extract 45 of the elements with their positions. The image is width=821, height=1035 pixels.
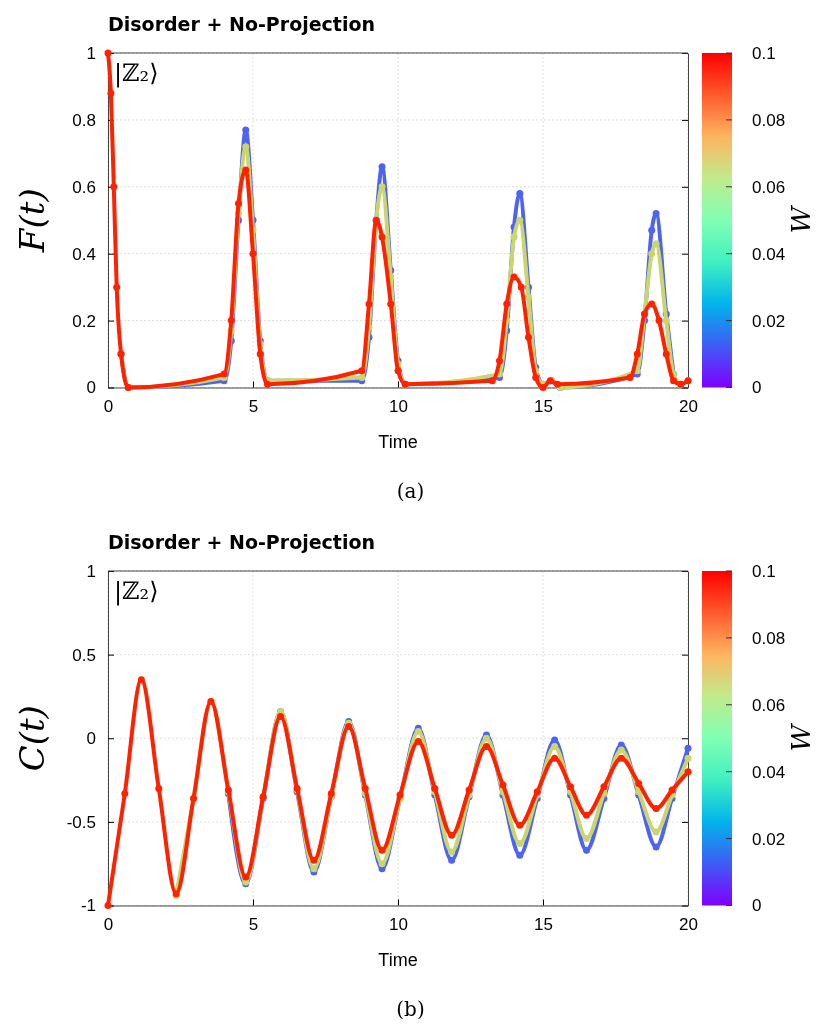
y-axis-title: C(t) (12, 704, 52, 771)
color-bar-label: 0.04 (752, 762, 786, 782)
color-bar-title: W (786, 722, 816, 752)
y-tick-label: 0.8 (72, 110, 96, 130)
y-tick-label: 0 (86, 378, 96, 398)
annotation: |ℤ₂⟩ (114, 59, 159, 88)
x-tick-label: 10 (389, 396, 408, 416)
y-tick-label: 0.4 (72, 244, 96, 264)
color-bar-title: W (786, 204, 816, 234)
x-tick-label: 5 (248, 396, 259, 416)
x-tick-label: 15 (534, 914, 553, 934)
x-tick-label: 10 (389, 914, 408, 934)
color-bar-label: 0 (752, 378, 762, 398)
y-tick-label: 0.5 (72, 645, 96, 665)
color-bar-label: 0.04 (752, 244, 786, 264)
y-tick-label: -0.5 (66, 812, 96, 832)
y-tick-label: 0.2 (72, 311, 96, 331)
y-tick-label: 1 (86, 561, 96, 581)
x-axis-title: Time (378, 431, 418, 452)
x-tick-label: 5 (248, 914, 259, 934)
x-tick-label: 0 (103, 396, 114, 416)
x-tick-label: 20 (679, 914, 698, 934)
y-axis-title: F(t) (12, 188, 52, 254)
y-tick-label: -1 (80, 895, 96, 915)
color-bar-label: 0.02 (752, 311, 786, 331)
y-tick-label: 0.6 (72, 177, 96, 197)
color-bar-label: 0.06 (752, 695, 786, 715)
color-bar-label: 0.1 (752, 43, 776, 63)
chart-title: Disorder + No-Projection (108, 530, 376, 553)
x-tick-label: 0 (103, 914, 114, 934)
x-axis-title: Time (378, 949, 418, 969)
y-tick-label: 1 (86, 43, 96, 63)
color-bar-label: 0.02 (752, 829, 786, 849)
color-bar-label: 0 (752, 895, 762, 915)
color-bar-label: 0.08 (752, 628, 786, 648)
text: (b) (396, 996, 425, 1020)
color-bar-label: 0.08 (752, 110, 786, 130)
annotation: |ℤ₂⟩ (114, 576, 159, 606)
text: (a) (396, 478, 425, 503)
color-bar-label: 0.06 (752, 177, 786, 197)
y-tick-label: 0 (86, 728, 96, 748)
x-tick-label: 20 (679, 396, 698, 416)
chart-title: Disorder + No-Projection (108, 13, 376, 35)
color-bar-label: 0.1 (752, 561, 776, 581)
x-tick-label: 15 (534, 396, 553, 416)
